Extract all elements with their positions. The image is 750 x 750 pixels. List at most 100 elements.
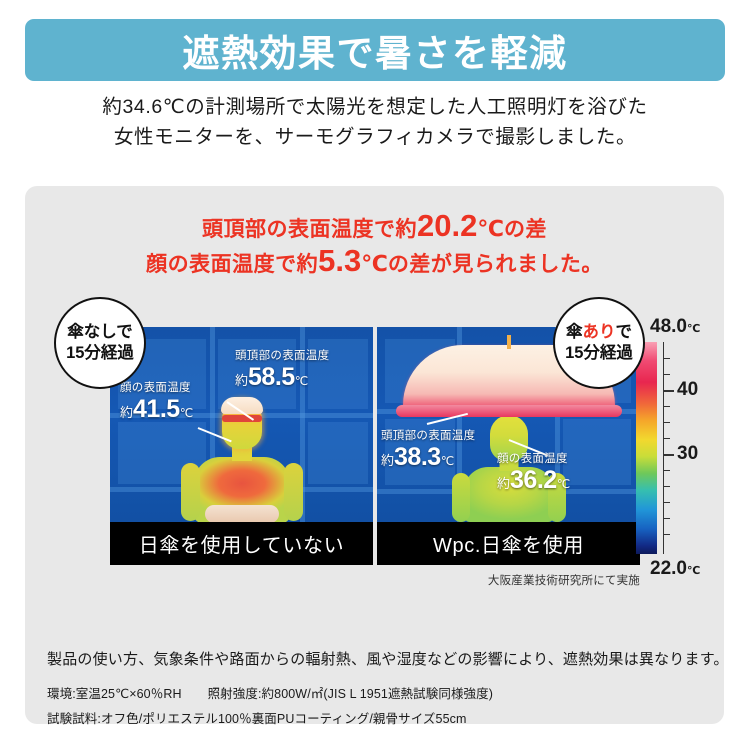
footnote-sample: 試験試料:オフ色/ポリエステル100％裏面PUコーティング/親骨サイズ55cm <box>47 712 467 726</box>
label-face-unit-left: ℃ <box>179 406 194 420</box>
badge-with-umbrella: 傘ありで 15分経過 <box>553 297 645 389</box>
badge-no-umbrella: 傘なしで 15分経過 <box>54 297 146 389</box>
label-crown-approx-left: 約 <box>235 373 249 388</box>
attribution-text: 大阪産業技術研究所にて実施 <box>487 575 640 587</box>
header-banner: 遮熱効果で暑さを軽減 <box>25 19 725 81</box>
footnote-conditions: 環境:室温25℃×60％RH 照射強度:約800W/㎡(JIS L 1951遮熱試… <box>47 683 493 702</box>
badge-right-prefix: 傘 <box>566 323 583 341</box>
headline-1-approx: 約 <box>395 218 417 241</box>
scale-tick <box>663 534 670 535</box>
badge-right-accent: あり <box>582 323 616 341</box>
scale-tick <box>663 358 670 359</box>
umbrella-tip <box>506 335 511 349</box>
scale-max-value: 48.0 <box>650 316 687 337</box>
headline-1-value: 20.2 <box>417 208 478 243</box>
subject-arm-right-right-panel <box>547 473 566 522</box>
window-pane <box>563 419 631 485</box>
label-crown-approx-right: 約 <box>381 453 395 468</box>
window-frame <box>300 327 305 522</box>
label-face-caption-left: 顔の表面温度 <box>120 382 191 394</box>
scale-tick-major-40 <box>663 390 674 392</box>
scale-tick <box>663 438 670 439</box>
scale-min-value: 22.0 <box>650 558 687 579</box>
label-crown-temp-right: 頭頂部の表面温度 約38.3℃ <box>381 427 475 472</box>
label-crown-temp-left: 頭頂部の表面温度 約58.5℃ <box>235 347 329 392</box>
window-pane <box>385 419 455 485</box>
scale-tick <box>663 518 670 519</box>
label-crown-caption-left: 頭頂部の表面温度 <box>235 350 330 362</box>
headline-2-unit: ℃ <box>361 251 388 276</box>
temperature-color-scale: 48.0℃ 40 30 22.0℃ <box>636 314 726 582</box>
label-face-temp-right: 顔の表面温度 約36.2℃ <box>497 450 570 495</box>
badge-right-line-1: 傘ありで <box>566 322 632 343</box>
headline-1-suffix: の差 <box>503 218 547 241</box>
subtitle-line-2: 女性モニターを、サーモグラフィカメラで撮影しました。 <box>113 126 637 148</box>
caption-text-with-umbrella: Wpc.日傘を使用 <box>433 535 584 557</box>
caption-bar-no-umbrella: 日傘を使用していない <box>110 522 373 565</box>
scale-tick-major-30 <box>663 454 674 456</box>
window-frame <box>457 327 462 522</box>
subject-arm-left <box>180 463 200 521</box>
caption-bar-with-umbrella: Wpc.日傘を使用 <box>377 522 640 565</box>
label-crown-unit-left: ℃ <box>294 374 309 388</box>
headline-2-prefix: 顔の表面温度で <box>146 253 297 276</box>
caption-text-no-umbrella: 日傘を使用していない <box>138 535 345 557</box>
footnote-disclaimer: 製品の使い方、気象条件や路面からの輻射熱、風や湿度などの影響により、遮熱効果は異… <box>47 651 729 668</box>
label-face-unit-right: ℃ <box>556 477 571 491</box>
label-crown-value-right: 38.3 <box>394 443 441 471</box>
headline-1-prefix: 頭頂部の表面温度で <box>202 218 396 241</box>
subject-arm-left-right-panel <box>451 473 470 522</box>
headline-2-suffix: の差が見られました。 <box>387 253 603 276</box>
page-title: 遮熱効果で暑さを軽減 <box>182 33 568 74</box>
badge-right-line-2: 15分経過 <box>565 344 633 362</box>
label-face-value-right: 36.2 <box>510 466 557 494</box>
subtitle-block: 約34.6℃の計測場所で太陽光を想定した人工照明灯を浴びた 女性モニターを、サー… <box>0 92 750 152</box>
window-pane <box>308 422 368 484</box>
footnote-environment: 環境:室温25℃×60％RH <box>47 687 182 701</box>
experiment-panel: 頭頂部の表面温度で約20.2℃の差 顔の表面温度で約5.3℃の差が見られました。 <box>25 186 728 726</box>
scale-min-label: 22.0℃ <box>650 558 700 580</box>
headline-2-approx: 約 <box>296 253 319 276</box>
badge-left-line-1: 傘なしで <box>67 323 133 341</box>
badge-right-suffix: で <box>615 323 633 341</box>
scale-tick <box>663 406 670 407</box>
headline-line-2: 顔の表面温度で約5.3℃の差が見られました。 <box>25 243 724 279</box>
label-face-approx-right: 約 <box>497 476 511 491</box>
headline-line-1: 頭頂部の表面温度で約20.2℃の差 <box>25 208 724 244</box>
scale-min-unit: ℃ <box>686 565 701 577</box>
subject-lap-left <box>204 505 279 522</box>
color-gradient-bar <box>636 342 657 554</box>
headline-1-unit: ℃ <box>477 216 504 241</box>
umbrella-rim <box>395 405 622 417</box>
subtitle-line-1: 約34.6℃の計測場所で太陽光を想定した人工照明灯を浴びた <box>102 96 648 118</box>
subject-crown-left <box>220 397 263 414</box>
label-face-temp-left: 顔の表面温度 約41.5℃ <box>120 379 193 424</box>
subject-arm-right <box>283 463 303 521</box>
thermal-image-no-umbrella: 頭頂部の表面温度 約58.5℃ 顔の表面温度 約41.5℃ <box>110 327 373 522</box>
scale-tick <box>663 374 670 375</box>
scale-max-unit: ℃ <box>686 323 701 335</box>
headline-2-value: 5.3 <box>318 243 362 278</box>
footnote-irradiance: 照射強度:約800W/㎡(JIS L 1951遮熱試験同様強度) <box>207 687 494 701</box>
subject-neck-left <box>231 445 252 461</box>
label-face-approx-left: 約 <box>120 405 134 420</box>
window-frame <box>555 327 560 522</box>
scale-tick <box>663 502 670 503</box>
window-pane <box>308 339 368 409</box>
scale-axis-line <box>663 342 664 554</box>
label-crown-unit-right: ℃ <box>440 454 455 468</box>
scale-label-30: 30 <box>677 443 699 464</box>
label-face-caption-right: 顔の表面温度 <box>497 453 568 465</box>
label-crown-value-left: 58.5 <box>248 363 295 391</box>
scale-tick <box>663 422 670 423</box>
label-face-value-left: 41.5 <box>133 395 180 423</box>
subject-head-right <box>489 415 528 461</box>
badge-left-line-2: 15分経過 <box>66 344 134 362</box>
scale-tick <box>663 470 670 471</box>
window-frame <box>210 327 215 522</box>
subject-brow-left <box>221 415 262 422</box>
subject-torso-right <box>463 467 554 522</box>
scale-max-label: 48.0℃ <box>650 316 700 338</box>
label-crown-caption-right: 頭頂部の表面温度 <box>381 430 476 442</box>
scale-label-40: 40 <box>677 379 699 400</box>
